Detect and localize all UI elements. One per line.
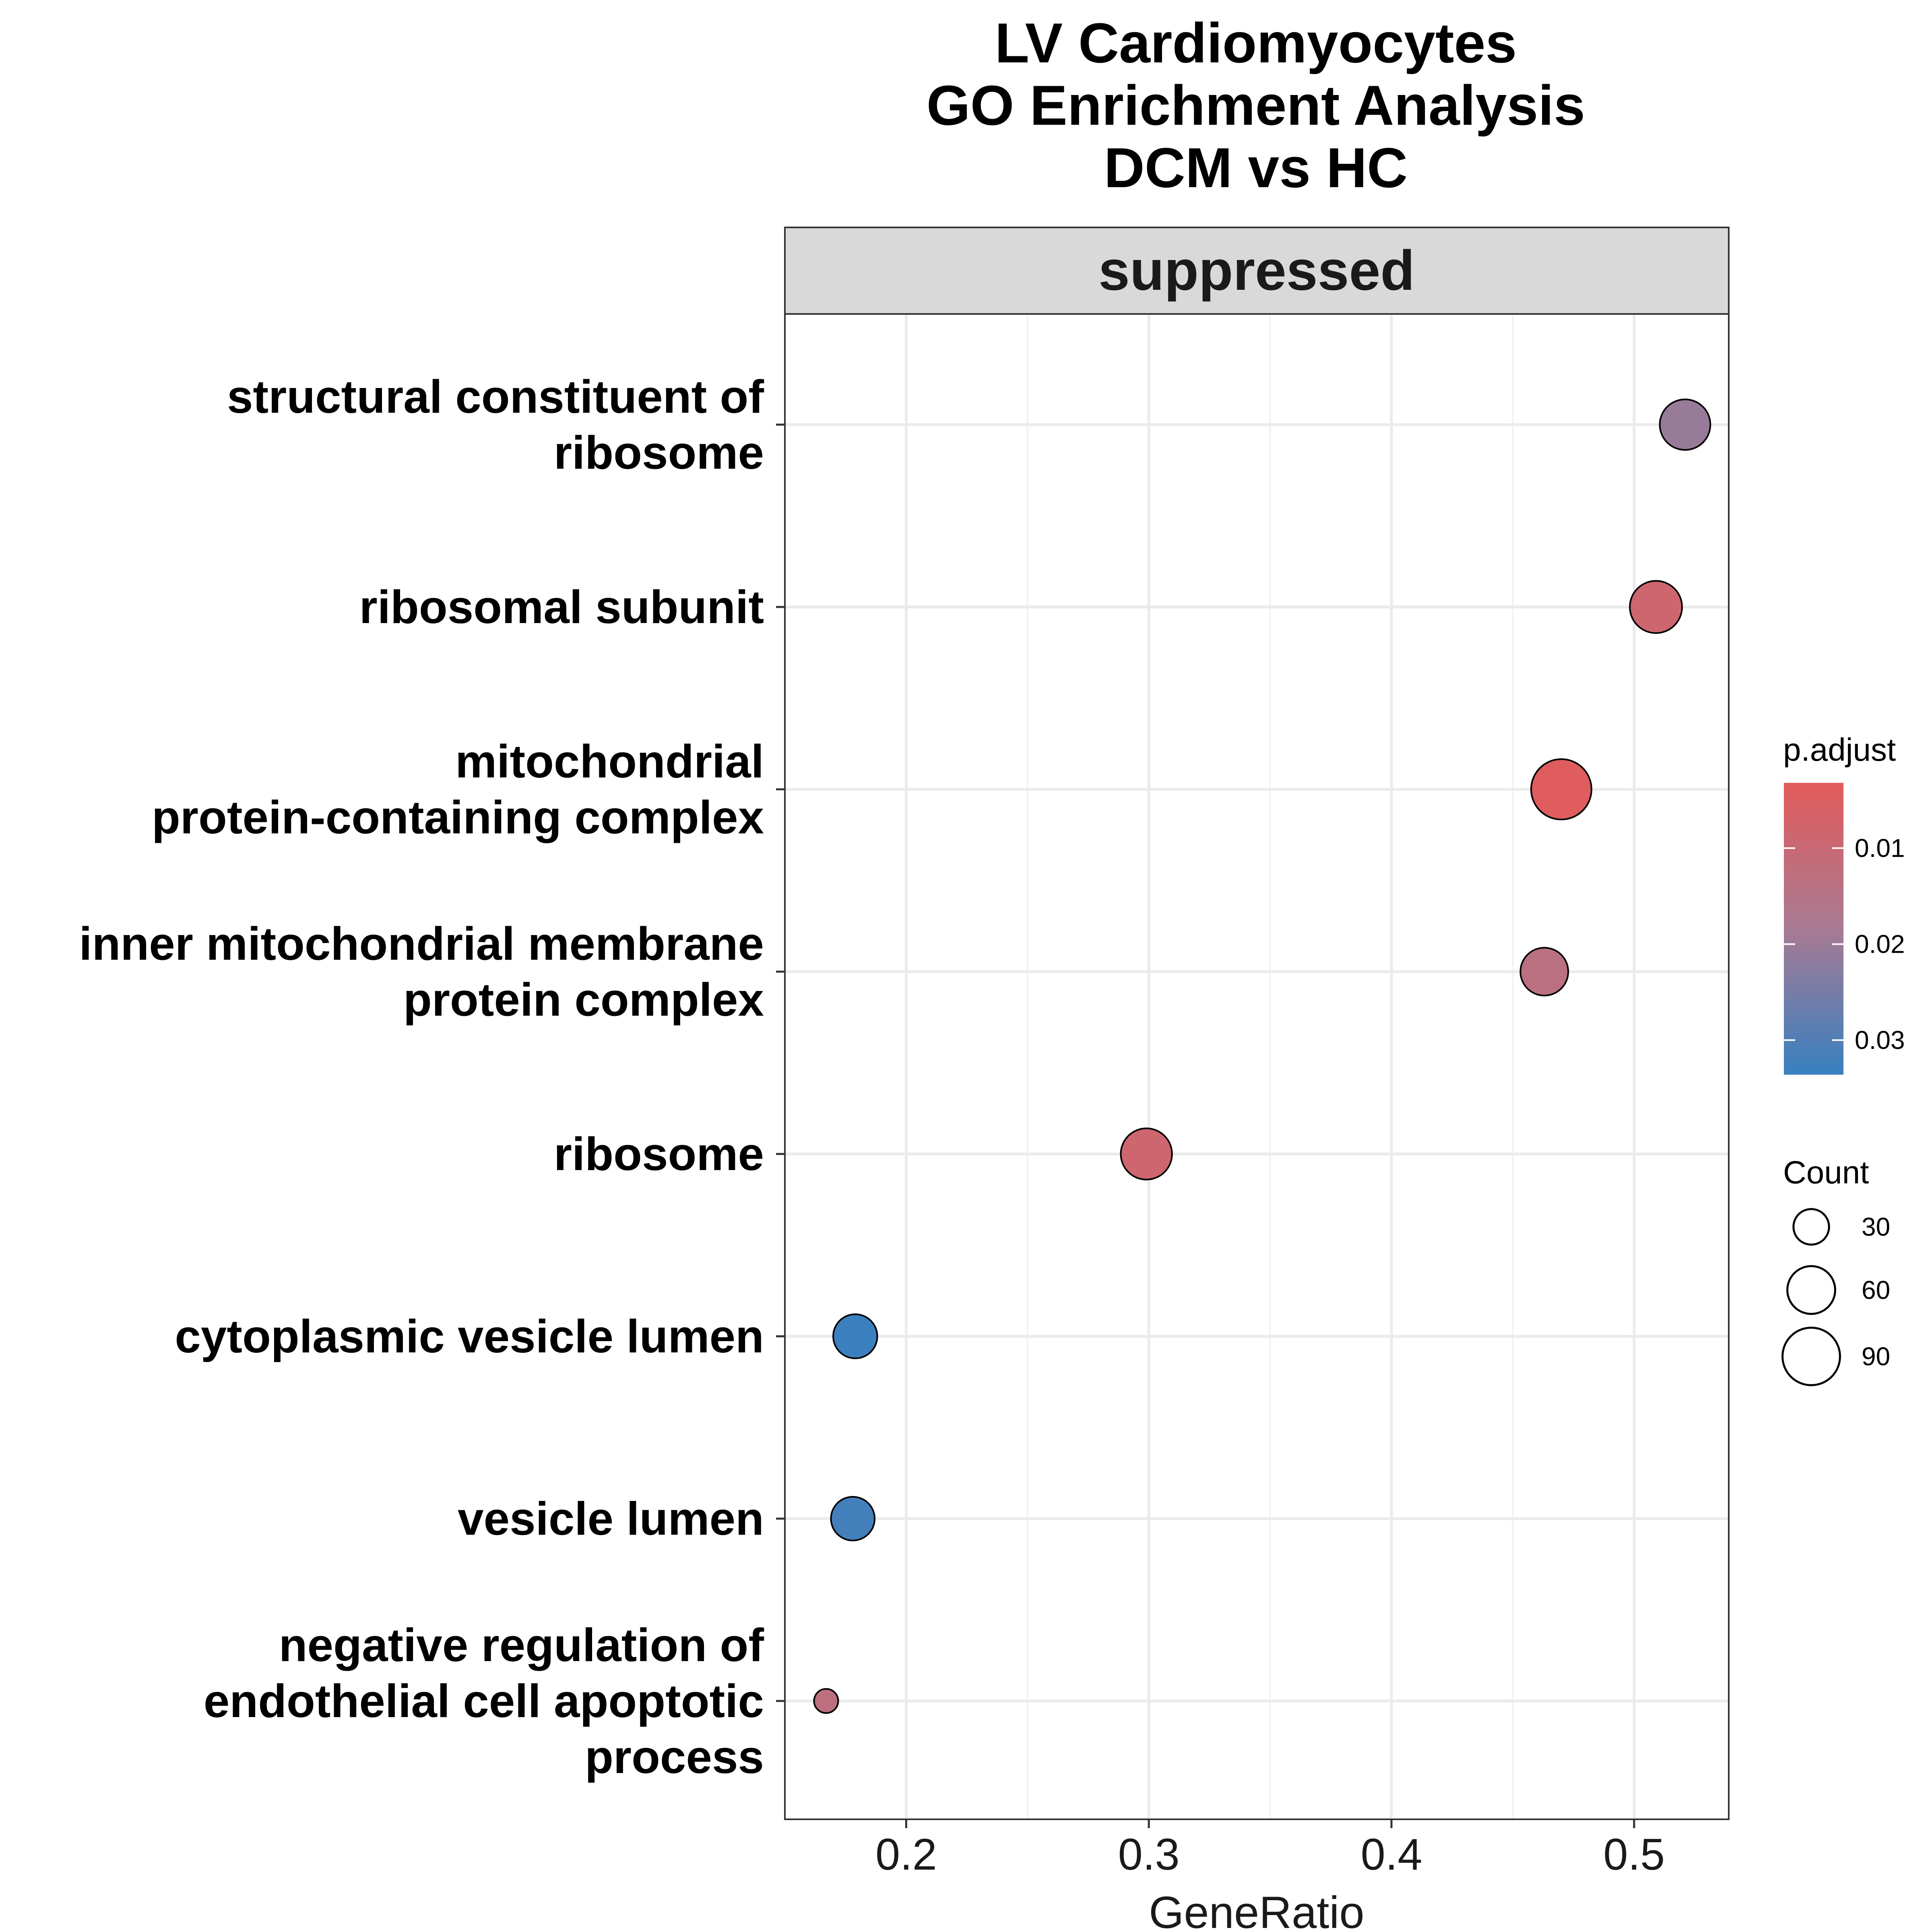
x-tick-label: 0.2 — [875, 1830, 937, 1879]
y-tick-label: cytoplasmic vesicle lumen — [175, 1310, 764, 1362]
color-legend-title: p.adjust — [1783, 732, 1896, 768]
size-legend-label: 90 — [1862, 1342, 1890, 1371]
y-tick-label: ribosome — [554, 1128, 764, 1180]
y-tick-label: vesicle lumen — [458, 1492, 764, 1545]
size-legend-key — [1781, 1327, 1841, 1386]
color-legend: p.adjust 0.01 0.02 0.03 — [1783, 732, 1905, 1075]
y-tick-label: endothelial cell apoptotic — [204, 1675, 764, 1727]
y-tick-label: structural constituent of — [227, 371, 764, 423]
data-point — [1659, 398, 1711, 451]
plot-panel-border — [784, 313, 1730, 1820]
y-axis: structural constituent ofribosomeribosom… — [79, 371, 785, 1783]
x-axis: 0.2 0.3 0.4 0.5 — [875, 1819, 1665, 1879]
chart-title-line-3: DCM vs HC — [1104, 136, 1408, 199]
chart-title-line-2: GO Enrichment Analysis — [927, 74, 1585, 137]
chart-title-line-1: LV Cardiomyocytes — [995, 11, 1517, 74]
y-tick-label: process — [585, 1731, 764, 1783]
size-legend-label: 60 — [1862, 1276, 1890, 1305]
y-tick-label: protein complex — [403, 974, 764, 1026]
size-legend-key — [1792, 1208, 1830, 1246]
y-tick-label: ribosome — [554, 427, 764, 479]
color-legend-bar — [1784, 783, 1843, 1075]
x-axis-title: GeneRatio — [1149, 1887, 1364, 1932]
size-legend: Count 30 60 90 — [1781, 1154, 1890, 1386]
y-tick-label: ribosomal subunit — [359, 581, 764, 633]
data-point — [1519, 947, 1569, 997]
size-legend-title: Count — [1783, 1154, 1869, 1190]
color-legend-label: 0.02 — [1855, 930, 1905, 959]
data-point — [1120, 1127, 1173, 1181]
size-legend-key — [1786, 1265, 1836, 1315]
facet-strip — [784, 227, 1730, 315]
y-tick-label: inner mitochondrial membrane — [79, 918, 764, 970]
x-tick-label: 0.4 — [1361, 1830, 1422, 1879]
data-point — [1629, 580, 1683, 634]
x-tick-label: 0.5 — [1603, 1830, 1665, 1879]
data-point — [813, 1688, 839, 1714]
color-legend-label: 0.01 — [1855, 834, 1905, 863]
y-tick-label: negative regulation of — [279, 1619, 764, 1671]
color-legend-label: 0.03 — [1855, 1026, 1905, 1055]
data-point — [832, 1313, 878, 1359]
size-legend-label: 30 — [1862, 1212, 1890, 1241]
data-points — [813, 398, 1711, 1714]
data-point — [1530, 758, 1593, 820]
plot-panel — [785, 314, 1729, 1819]
x-tick-label: 0.3 — [1118, 1830, 1180, 1879]
y-tick-label: mitochondrial — [455, 735, 764, 788]
y-tick-label: protein-containing complex — [152, 791, 764, 844]
data-point — [830, 1496, 876, 1542]
facet-strip-label: suppressed — [1098, 239, 1415, 302]
